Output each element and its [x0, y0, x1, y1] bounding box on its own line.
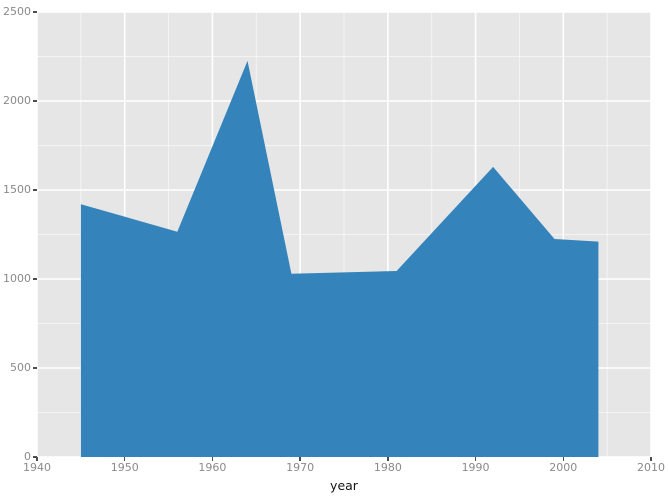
x-tick-mark — [650, 457, 652, 461]
y-tick-label: 2500 — [3, 5, 31, 18]
area-series — [80, 60, 599, 457]
y-tick-label: 2000 — [3, 94, 31, 107]
x-tick-label: 1980 — [373, 461, 402, 474]
x-axis-title: year — [330, 478, 358, 493]
y-tick-label: 1500 — [3, 183, 31, 196]
y-tick-label: 500 — [10, 361, 31, 374]
x-tick-label: 1940 — [23, 461, 51, 474]
x-tick-label: 1970 — [286, 461, 315, 474]
x-tick-label: 1960 — [198, 461, 227, 474]
area-chart-svg — [37, 12, 651, 457]
x-tick-mark — [562, 457, 565, 461]
x-tick-label: 2000 — [549, 461, 578, 474]
y-tick-label: 0 — [24, 450, 31, 463]
x-tick-mark — [123, 457, 126, 461]
x-tick-mark — [387, 457, 389, 461]
x-tick-mark — [211, 457, 214, 461]
x-tick-label: 1990 — [461, 461, 490, 474]
x-tick-label: 2010 — [637, 461, 665, 474]
x-tick-label: 1950 — [110, 461, 139, 474]
x-tick-mark — [36, 457, 38, 461]
x-tick-mark — [474, 457, 477, 461]
x-tick-mark — [299, 457, 301, 461]
plot-panel — [37, 12, 651, 457]
y-tick-label: 1000 — [3, 272, 31, 285]
